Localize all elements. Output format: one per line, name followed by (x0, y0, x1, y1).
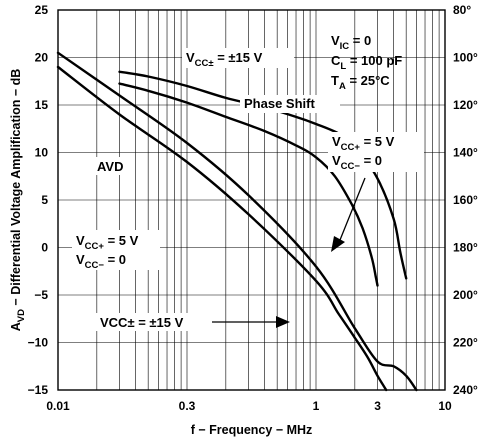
cond-vic: VIC = 0 (331, 33, 371, 52)
series-line (118, 82, 379, 287)
y-tick-label-left: 10 (35, 146, 49, 160)
series-line (56, 51, 418, 392)
y-tick-label-right: 80° (453, 3, 471, 17)
series-line (56, 65, 388, 392)
y-tick-label-left: 0 (41, 241, 48, 255)
x-tick-label: 3 (374, 399, 381, 413)
cond-cl: CL = 100 pF (331, 53, 402, 72)
y-tick-label-left: 5 (41, 193, 48, 207)
annotations: VIC = 0 CL = 100 pF TA = 25°C VCC± = ±15… (72, 33, 424, 331)
y-tick-label-left: 20 (35, 51, 49, 65)
series-group (56, 51, 418, 392)
y-tick-label-right: 160° (453, 193, 478, 207)
label-bg-vcc5-left (72, 230, 160, 270)
y-axis-title: AVD − Differential Voltage Amplification… (9, 69, 27, 332)
y-tick-label-right: 200° (453, 288, 478, 302)
y-tick-label-right: 180° (453, 241, 478, 255)
label-bg-avd (94, 157, 134, 175)
y-tick-label-right: 100° (453, 51, 478, 65)
x-tick-label: 1 (313, 399, 320, 413)
y-tick-label-left: −15 (28, 383, 49, 397)
arrowhead-bottom (276, 316, 290, 328)
y-tick-label-right: 240° (453, 383, 478, 397)
label-phase-shift: Phase Shift (244, 96, 315, 111)
label-vcc5-left-1: VCC+ = 5 V (76, 233, 139, 252)
y-tick-label-right: 120° (453, 98, 478, 112)
cond-ta: TA = 25°C (331, 73, 390, 92)
label-bg-vcc5-right (328, 132, 424, 172)
label-avd: AVD (97, 159, 123, 174)
y-tick-label-left: 15 (35, 98, 49, 112)
tick-labels: 25 20 15 10 5 0 −5 −10 −15 80° 100° 120° 140° 160° 180… (28, 3, 478, 413)
y-tick-label-right: 220° (453, 336, 478, 350)
series-line (118, 70, 408, 280)
x-tick-label: 0.3 (179, 399, 196, 413)
x-tick-label: 0.01 (46, 399, 70, 413)
x-tick-label: 10 (438, 399, 452, 413)
label-vcc5-left-2: VCC− = 0 (76, 252, 126, 271)
label-vcc5-right-1: VCC+ = 5 V (332, 134, 395, 153)
label-vcc5-right-2: VCC− = 0 (332, 153, 382, 172)
arrowhead-right (331, 236, 345, 252)
y-tick-label-left: −10 (28, 336, 49, 350)
leader-line-right (339, 177, 366, 241)
label-bg-vcc15-top (182, 48, 294, 68)
x-axis-title: f − Frequency − MHz (191, 423, 313, 437)
plot-frame (57, 9, 446, 391)
y-tick-label-left: 25 (35, 3, 49, 17)
y-tick-label-left: −5 (34, 288, 48, 302)
label-bg-vcc15-bottom (96, 313, 208, 331)
label-bg-phase (240, 95, 340, 113)
y-tick-label-right: 140° (453, 146, 478, 160)
label-vcc15-bottom: VCC± = ±15 V (100, 315, 184, 330)
label-vcc15-top: VCC± = ±15 V (186, 50, 263, 69)
